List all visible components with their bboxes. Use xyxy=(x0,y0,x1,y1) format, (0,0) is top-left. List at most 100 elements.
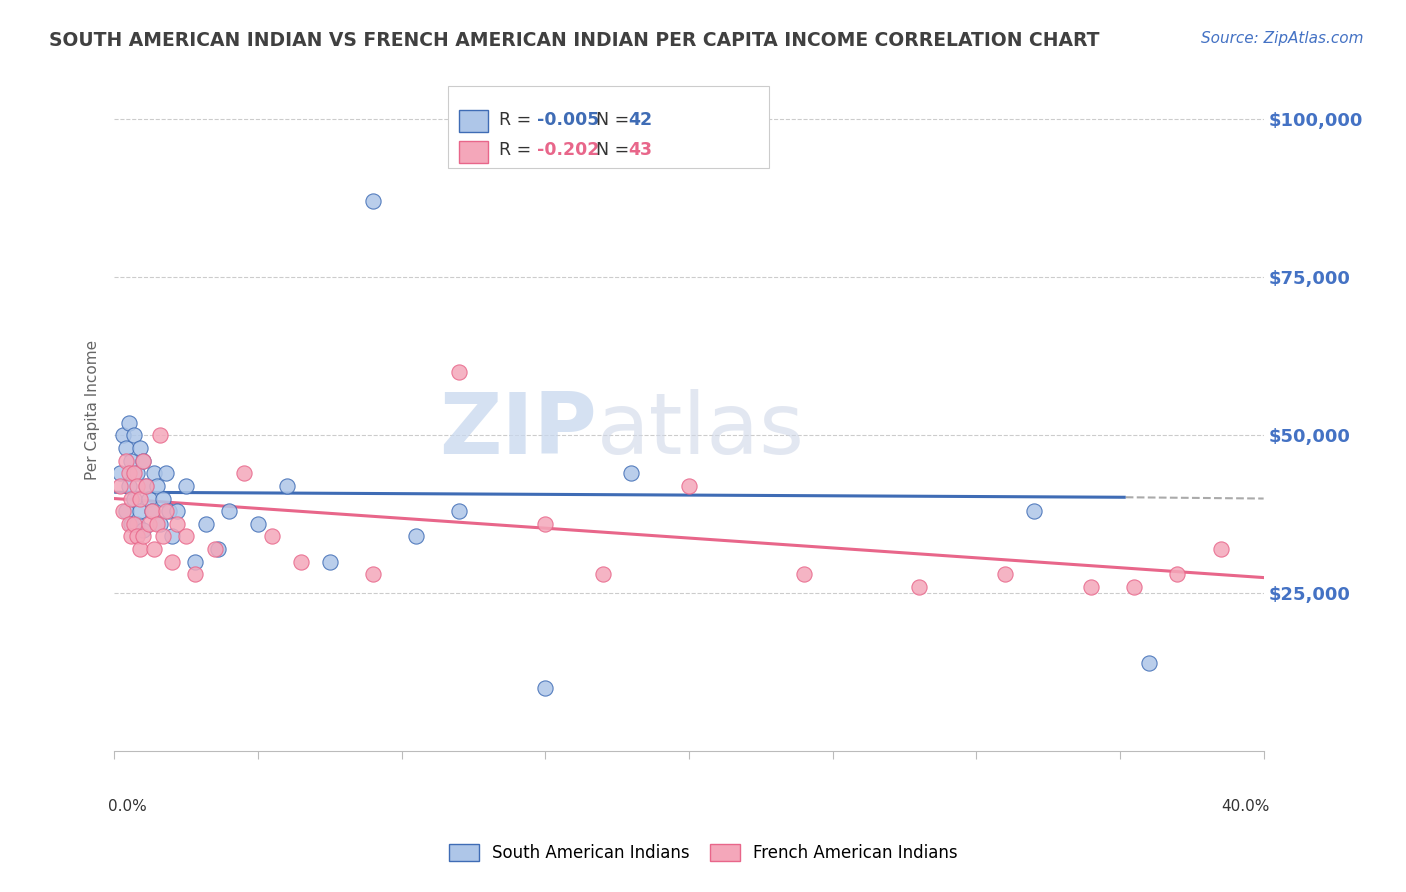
Point xyxy=(319,555,342,569)
Point xyxy=(1022,504,1045,518)
Point xyxy=(262,529,284,543)
Point xyxy=(361,567,384,582)
Point xyxy=(141,504,163,518)
Point xyxy=(1080,580,1102,594)
Point xyxy=(149,428,172,442)
Point xyxy=(117,516,139,531)
Point xyxy=(135,479,157,493)
Text: 40.0%: 40.0% xyxy=(1220,799,1270,814)
Point xyxy=(204,542,226,557)
FancyBboxPatch shape xyxy=(447,86,769,168)
Point xyxy=(135,479,157,493)
Point xyxy=(132,523,155,537)
Point xyxy=(114,441,136,455)
Point xyxy=(132,453,155,467)
Text: -0.202: -0.202 xyxy=(537,142,599,160)
Text: Source: ZipAtlas.com: Source: ZipAtlas.com xyxy=(1201,31,1364,46)
Point xyxy=(907,580,929,594)
Point xyxy=(124,491,146,506)
Point xyxy=(114,453,136,467)
Point xyxy=(127,467,149,481)
Point xyxy=(111,504,134,518)
Point xyxy=(174,529,197,543)
Point xyxy=(246,516,269,531)
Point xyxy=(138,491,160,506)
Point xyxy=(120,453,142,467)
Point xyxy=(195,516,218,531)
Point xyxy=(141,504,163,518)
Point xyxy=(534,681,557,696)
Point xyxy=(127,479,149,493)
Point xyxy=(793,567,815,582)
Text: SOUTH AMERICAN INDIAN VS FRENCH AMERICAN INDIAN PER CAPITA INCOME CORRELATION CH: SOUTH AMERICAN INDIAN VS FRENCH AMERICAN… xyxy=(49,31,1099,50)
Point xyxy=(447,504,470,518)
Point xyxy=(146,479,169,493)
Point xyxy=(120,516,142,531)
Point xyxy=(361,194,384,209)
Point xyxy=(132,453,155,467)
Text: 0.0%: 0.0% xyxy=(108,799,148,814)
Point xyxy=(1209,542,1232,557)
Text: ZIP: ZIP xyxy=(439,389,598,472)
Point xyxy=(124,428,146,442)
Point xyxy=(166,504,188,518)
Point xyxy=(157,504,180,518)
Point xyxy=(155,504,177,518)
Point xyxy=(405,529,427,543)
Point xyxy=(534,516,557,531)
Point xyxy=(117,467,139,481)
Point xyxy=(127,516,149,531)
Point xyxy=(218,504,240,518)
Point xyxy=(120,529,142,543)
Point xyxy=(232,467,254,481)
Text: R =: R = xyxy=(499,111,537,128)
Point xyxy=(183,555,205,569)
Point xyxy=(143,542,166,557)
Point xyxy=(174,479,197,493)
Point xyxy=(160,529,183,543)
Point xyxy=(290,555,312,569)
Point xyxy=(129,504,152,518)
Point xyxy=(132,529,155,543)
Bar xyxy=(458,111,488,132)
Point xyxy=(111,428,134,442)
Text: 42: 42 xyxy=(628,111,652,128)
Point xyxy=(138,516,160,531)
Point xyxy=(155,467,177,481)
Text: N =: N = xyxy=(585,111,636,128)
Point xyxy=(152,491,174,506)
Point xyxy=(146,516,169,531)
Point xyxy=(994,567,1017,582)
Point xyxy=(160,555,183,569)
Point xyxy=(124,516,146,531)
Point xyxy=(207,542,229,557)
Point xyxy=(129,491,152,506)
Point xyxy=(620,467,643,481)
Point xyxy=(124,467,146,481)
Point xyxy=(276,479,298,493)
Point xyxy=(117,416,139,430)
Point xyxy=(447,365,470,379)
Text: atlas: atlas xyxy=(598,389,806,472)
Point xyxy=(678,479,700,493)
Text: R =: R = xyxy=(499,142,537,160)
Text: -0.005: -0.005 xyxy=(537,111,599,128)
Point xyxy=(129,441,152,455)
Point xyxy=(183,567,205,582)
Point xyxy=(149,516,172,531)
Point xyxy=(127,529,149,543)
Bar xyxy=(458,141,488,162)
Point xyxy=(117,479,139,493)
Point xyxy=(143,467,166,481)
Point xyxy=(152,529,174,543)
Y-axis label: Per Capita Income: Per Capita Income xyxy=(86,340,100,480)
Text: 43: 43 xyxy=(628,142,652,160)
Point xyxy=(166,516,188,531)
Point xyxy=(1166,567,1188,582)
Point xyxy=(108,467,131,481)
Point xyxy=(129,542,152,557)
Point xyxy=(114,504,136,518)
Point xyxy=(1123,580,1146,594)
Legend: South American Indians, French American Indians: South American Indians, French American … xyxy=(440,836,966,871)
Point xyxy=(1137,656,1160,670)
